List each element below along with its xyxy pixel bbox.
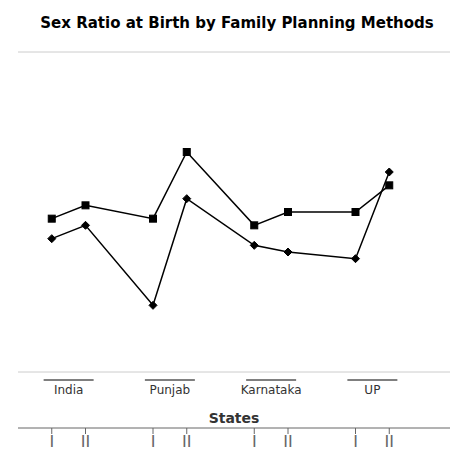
svg-text:I: I [353, 432, 358, 451]
svg-text:States: States [209, 410, 260, 426]
svg-text:I: I [252, 432, 257, 451]
svg-text:UP: UP [364, 383, 380, 397]
svg-text:II: II [283, 432, 292, 451]
html-text:Sex Ratio at Birth by Family P: Sex Ratio at Birth by Family Planning Me… [40, 14, 434, 32]
svg-text:I: I [151, 432, 156, 451]
svg-text:Karnataka: Karnataka [241, 383, 302, 397]
svg-text:II: II [81, 432, 90, 451]
svg-text:Punjab: Punjab [150, 383, 191, 397]
svg-text:India: India [54, 383, 83, 397]
svg-text:II: II [182, 432, 191, 451]
svg-text:I: I [49, 432, 54, 451]
svg-text:II: II [385, 432, 394, 451]
